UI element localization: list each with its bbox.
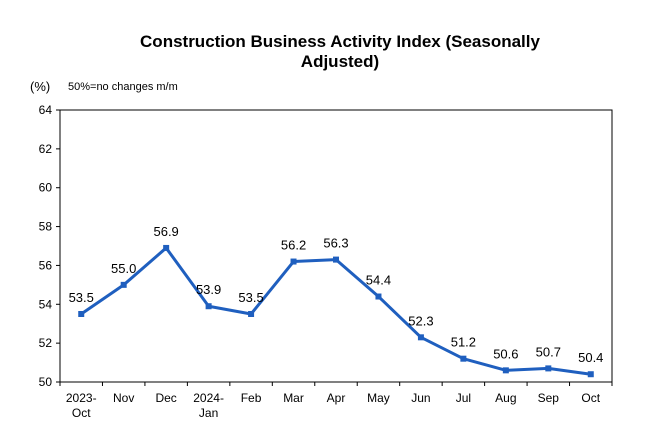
x-tick-label: 2024-Jan xyxy=(193,391,224,420)
x-tick-label: Dec xyxy=(155,391,176,405)
x-tick-label: Feb xyxy=(241,391,262,405)
x-tick-label: May xyxy=(367,391,390,405)
data-label: 53.9 xyxy=(196,282,221,297)
y-tick-label: 64 xyxy=(39,103,53,117)
data-label: 51.2 xyxy=(451,335,476,350)
data-label: 56.9 xyxy=(153,224,178,239)
data-label: 52.3 xyxy=(408,313,433,328)
data-point xyxy=(502,367,509,374)
data-label: 56.3 xyxy=(323,236,348,251)
data-label: 54.4 xyxy=(366,273,391,288)
y-tick-label: 62 xyxy=(39,142,53,156)
data-point xyxy=(120,281,127,288)
data-point xyxy=(375,293,382,300)
data-label: 50.7 xyxy=(536,344,561,359)
x-tick-label: Oct xyxy=(581,391,600,405)
x-tick-label: Aug xyxy=(495,391,516,405)
x-tick-label: Jul xyxy=(456,391,471,405)
data-point xyxy=(163,244,170,251)
data-point xyxy=(248,311,255,317)
chart-title-line-2: Adjusted) xyxy=(300,52,380,71)
y-unit-label: (%) xyxy=(30,79,51,94)
chart-note: 50%=no changes m/m xyxy=(68,81,178,93)
x-tick-label: Apr xyxy=(327,391,346,405)
y-tick-label: 54 xyxy=(39,297,53,311)
x-tick-label: Mar xyxy=(283,391,304,405)
data-point xyxy=(545,365,552,372)
data-label: 53.5 xyxy=(69,290,94,305)
y-tick-label: 50 xyxy=(39,375,53,389)
chart-title-line-1: Construction Business Activity Index (Se… xyxy=(140,32,540,51)
y-tick-label: 58 xyxy=(39,220,53,234)
data-point xyxy=(205,303,212,310)
data-point xyxy=(460,355,467,362)
data-point xyxy=(333,256,339,263)
x-tick-label: 2023-Oct xyxy=(66,391,97,420)
x-tick-label: Sep xyxy=(538,391,560,405)
data-label: 50.6 xyxy=(493,346,518,361)
y-tick-label: 56 xyxy=(39,258,53,272)
data-label: 50.4 xyxy=(578,350,603,365)
data-label: 55.0 xyxy=(111,261,136,276)
data-label: 53.5 xyxy=(238,290,263,305)
plot-frame xyxy=(59,109,613,383)
x-tick-label: Jun xyxy=(411,391,430,405)
data-point xyxy=(587,371,594,378)
y-tick-label: 52 xyxy=(39,336,53,350)
y-tick-label: 60 xyxy=(39,181,53,195)
data-point xyxy=(78,311,85,317)
x-tick-label: Nov xyxy=(113,391,134,405)
data-label: 56.2 xyxy=(281,238,306,253)
data-point xyxy=(417,334,424,341)
data-point xyxy=(290,258,297,265)
